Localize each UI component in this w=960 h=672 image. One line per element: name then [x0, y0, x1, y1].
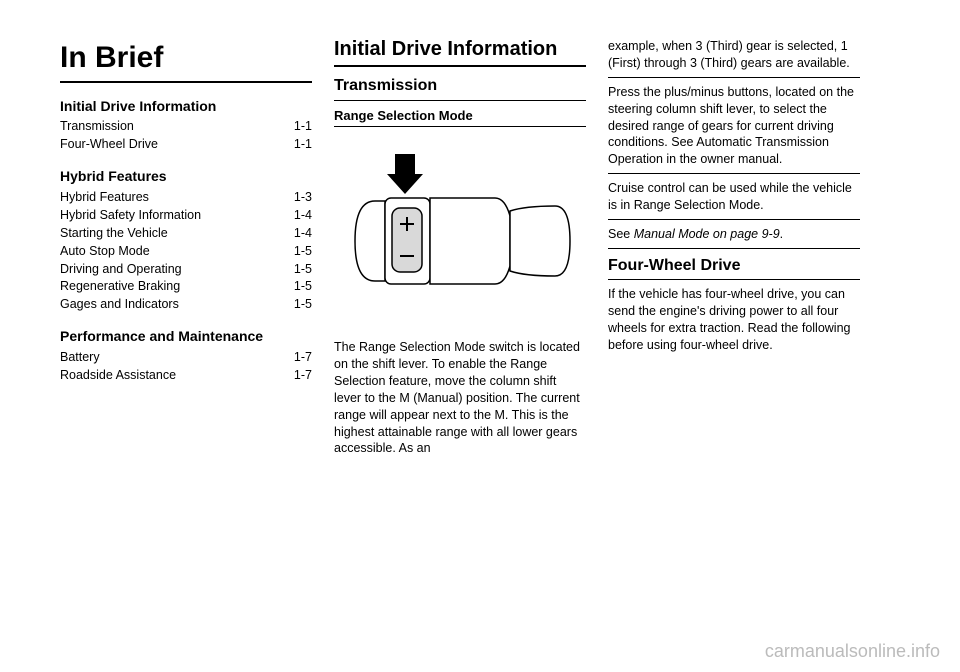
toc-item: Gages and Indicators 1-5	[60, 296, 312, 313]
paragraph-head: Range Selection Mode	[334, 107, 586, 128]
toc-label: Four-Wheel Drive	[60, 136, 158, 153]
toc-page: 1-5	[294, 296, 312, 313]
see-suffix: .	[780, 227, 783, 241]
toc-page: 1-4	[294, 207, 312, 224]
sub-title: Transmission	[334, 75, 586, 101]
lever-body	[355, 198, 570, 284]
toc-item: Four-Wheel Drive 1-1	[60, 136, 312, 153]
arrow-icon	[387, 154, 423, 194]
toc-page: 1-1	[294, 118, 312, 135]
toc-label: Gages and Indicators	[60, 296, 179, 313]
body-paragraph: If the vehicle has four-wheel drive, you…	[608, 286, 860, 359]
toc-page: 1-7	[294, 349, 312, 366]
toc-item: Regenerative Braking 1-5	[60, 278, 312, 295]
toc-page: 1-7	[294, 367, 312, 384]
main-title: In Brief	[60, 38, 312, 83]
shift-lever-svg	[345, 136, 575, 326]
body-paragraph: The Range Selection Mode switch is locat…	[334, 339, 586, 462]
toc-page: 1-3	[294, 189, 312, 206]
toc-item: Roadside Assistance 1-7	[60, 367, 312, 384]
toc-section-3: Performance and Maintenance Battery 1-7 …	[60, 327, 312, 384]
column-3: example, when 3 (Third) gear is selected…	[608, 38, 860, 468]
toc-page: 1-4	[294, 225, 312, 242]
column-title: Initial Drive Information	[334, 38, 586, 67]
toc-page: 1-5	[294, 278, 312, 295]
toc-label: Regenerative Braking	[60, 278, 180, 295]
toc-item: Battery 1-7	[60, 349, 312, 366]
toc-item: Auto Stop Mode 1-5	[60, 243, 312, 260]
toc-dots	[138, 129, 290, 130]
shift-lever-illustration	[334, 131, 586, 331]
toc-dots	[162, 147, 290, 148]
toc-item: Starting the Vehicle 1-4	[60, 225, 312, 242]
body-paragraph: See Manual Mode on page 9-9.	[608, 226, 860, 249]
section-head: Performance and Maintenance	[60, 327, 312, 346]
manual-page: In Brief Initial Drive Information Trans…	[0, 0, 960, 488]
watermark: carmanualsonline.info	[765, 641, 940, 662]
see-prefix: See	[608, 227, 634, 241]
toc-section-1: Initial Drive Information Transmission 1…	[60, 97, 312, 154]
toc-item: Hybrid Features 1-3	[60, 189, 312, 206]
manual-ref: Manual Mode on page 9-9	[634, 227, 780, 241]
toc-page: 1-1	[294, 136, 312, 153]
toc-item: Driving and Operating 1-5	[60, 261, 312, 278]
column-2: Initial Drive Information Transmission R…	[334, 38, 586, 468]
toc-label: Driving and Operating	[60, 261, 182, 278]
section-head: Initial Drive Information	[60, 97, 312, 116]
toc-label: Hybrid Features	[60, 189, 149, 206]
toc-label: Auto Stop Mode	[60, 243, 150, 260]
column-1: In Brief Initial Drive Information Trans…	[60, 38, 312, 468]
sub-title: Four-Wheel Drive	[608, 255, 860, 281]
toc-item: Transmission 1-1	[60, 118, 312, 135]
toc-label: Starting the Vehicle	[60, 225, 168, 242]
body-paragraph: Press the plus/minus buttons, located on…	[608, 84, 860, 174]
toc-page: 1-5	[294, 261, 312, 278]
toc-label: Transmission	[60, 118, 134, 135]
toc-section-2: Hybrid Features Hybrid Features 1-3 Hybr…	[60, 167, 312, 313]
body-paragraph: example, when 3 (Third) gear is selected…	[608, 38, 860, 78]
toc-label: Battery	[60, 349, 100, 366]
toc-item: Hybrid Safety Information 1-4	[60, 207, 312, 224]
toc-label: Roadside Assistance	[60, 367, 176, 384]
section-head: Hybrid Features	[60, 167, 312, 186]
body-paragraph: Cruise control can be used while the veh…	[608, 180, 860, 220]
toc-page: 1-5	[294, 243, 312, 260]
toc-label: Hybrid Safety Information	[60, 207, 201, 224]
